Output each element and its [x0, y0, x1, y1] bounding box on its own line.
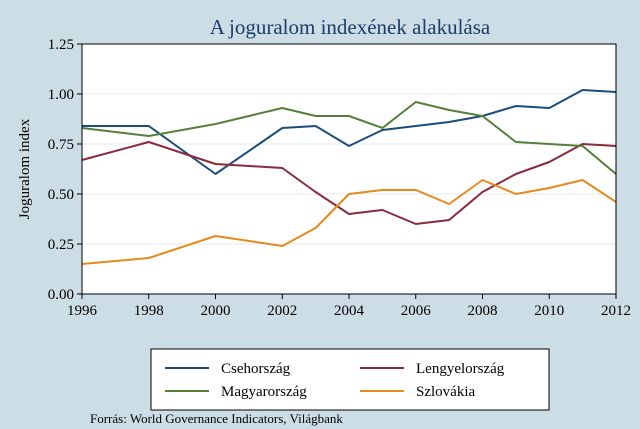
x-tick-label: 2010	[534, 303, 564, 319]
x-tick-label: 2000	[201, 303, 231, 319]
series-line-csehorszag	[82, 89, 617, 175]
x-tick-label: 2004	[334, 303, 365, 319]
y-tick-label: 0.50	[48, 187, 74, 203]
y-axis: 0.00 0.25 0.50 0.75 1.00 1.25	[48, 37, 82, 303]
legend-label-csehorszag: Csehország	[221, 361, 291, 377]
legend-label-lengyelorszag: Lengyelország	[416, 361, 505, 377]
legend-label-magyarorszag: Magyarország	[221, 384, 307, 400]
chart-title: A joguralom indexének alakulása	[210, 15, 491, 39]
y-axis-label: Joguralom index	[17, 118, 33, 219]
x-tick-label: 1996	[67, 303, 98, 319]
y-tick-label: 0.00	[48, 287, 74, 303]
x-axis: 1996 1998 2000 2002 2004 2006 2008 2010 2012	[67, 294, 631, 319]
series-lines	[81, 89, 617, 265]
x-tick-label: 2006	[401, 303, 432, 319]
y-tick-label: 1.00	[48, 87, 74, 103]
legend-box	[150, 348, 550, 411]
y-tick-label: 1.25	[48, 37, 74, 53]
series-line-lengyelorszag	[81, 141, 617, 225]
legend-label-szlovakia: Szlovákia	[416, 384, 475, 400]
y-tick-label: 0.25	[48, 237, 74, 253]
x-tick-label: 1998	[134, 303, 164, 319]
source-note: Forrás: World Governance Indicators, Vil…	[90, 411, 343, 426]
y-tick-label: 0.75	[48, 137, 74, 153]
series-line-szlovakia	[81, 179, 617, 265]
x-tick-label: 2002	[267, 303, 297, 319]
x-tick-label: 2012	[601, 303, 631, 319]
legend: Csehország Lengyelország Magyarország Szlov…	[150, 348, 550, 411]
plot-area	[82, 44, 616, 294]
x-tick-label: 2008	[468, 303, 498, 319]
series-line-magyarorszag	[81, 101, 617, 175]
